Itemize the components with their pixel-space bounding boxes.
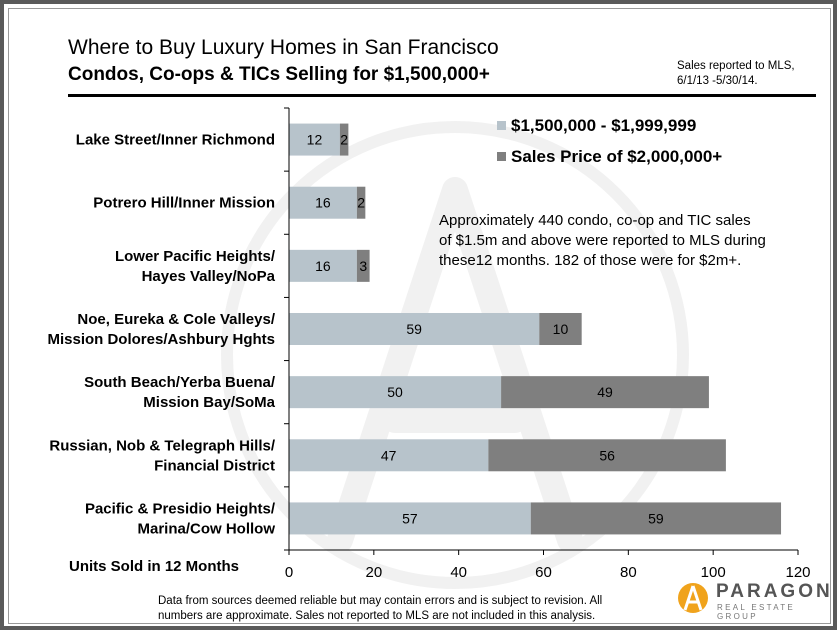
logo-wordmark: PARAGON — [716, 581, 833, 602]
x-tick-label: 100 — [701, 564, 726, 581]
x-axis-layer: 0 20 40 60 80 100 120 — [284, 107, 811, 581]
data-label: 2 — [340, 132, 348, 148]
category-label: Lower Pacific Heights/ — [115, 248, 276, 265]
bar-segment-2 — [501, 376, 709, 409]
category-label: Mission Dolores/Ashbury Hghts — [47, 331, 275, 348]
data-label: 59 — [406, 321, 422, 337]
legend-label-1: $1,500,000 - $1,999,999 — [511, 116, 696, 135]
annotation-line-1: Approximately 440 condo, co-op and TIC s… — [439, 212, 751, 229]
x-tick-label: 80 — [620, 564, 637, 581]
data-label: 49 — [597, 384, 613, 400]
x-tick-label: 20 — [365, 564, 382, 581]
data-label: 3 — [359, 258, 367, 274]
x-tick-label: 40 — [450, 564, 467, 581]
data-label: 16 — [315, 258, 331, 274]
data-label: 2 — [357, 195, 365, 211]
data-label: 12 — [307, 132, 323, 148]
data-label: 16 — [315, 195, 331, 211]
summary-annotation: Approximately 440 condo, co-op and TIC s… — [439, 212, 766, 269]
disclaimer-footer: Data from sources deemed reliable but ma… — [158, 594, 658, 624]
category-label: Hayes Valley/NoPa — [142, 268, 276, 285]
bars-layer: 12 2 16 2 16 3 59 10 50 49 47 56 57 59 — [289, 123, 782, 535]
category-label: Lake Street/Inner Richmond — [76, 132, 275, 149]
data-label: 47 — [381, 447, 397, 463]
logo-tagline: REAL ESTATE GROUP — [717, 603, 796, 621]
bar-segment-2 — [539, 313, 582, 345]
legend-layer: $1,500,000 - $1,999,999 Sales Price of $2… — [497, 116, 722, 166]
data-label: 59 — [648, 510, 664, 526]
x-tick-label: 120 — [785, 564, 810, 581]
bar-segment-1 — [289, 439, 489, 472]
date-note-line-1: Sales reported to MLS, — [677, 60, 795, 72]
bar-segment-2 — [339, 123, 349, 156]
bar-segment-2 — [356, 186, 366, 219]
category-label: Noe, Eureka & Cole Valleys/ — [77, 311, 275, 328]
bar-segment-1 — [289, 123, 340, 156]
category-label: South Beach/Yerba Buena/ — [84, 374, 276, 391]
category-labels-layer: Lake Street/Inner Richmond Potrero Hill/I… — [47, 132, 275, 538]
x-tick-label: 60 — [535, 564, 552, 581]
bar-segment-1 — [289, 376, 502, 409]
bar-segment-2 — [488, 439, 726, 472]
date-note-line-2: 6/1/13 -5/30/14. — [677, 75, 758, 87]
data-label: 56 — [599, 447, 615, 463]
x-axis-label: Units Sold in 12 Months — [69, 558, 239, 575]
category-label: Russian, Nob & Telegraph Hills/ — [49, 437, 275, 454]
category-label: Potrero Hill/Inner Mission — [93, 195, 275, 212]
date-range-note: Sales reported to MLS, 6/1/13 -5/30/14. — [677, 59, 827, 89]
legend-label-2: Sales Price of $2,000,000+ — [511, 147, 722, 166]
bar-segment-2 — [530, 502, 782, 535]
bar-segment-1 — [289, 186, 357, 219]
chart-title: Where to Buy Luxury Homes in San Francis… — [68, 36, 499, 59]
x-tick-label: 0 — [285, 564, 293, 581]
category-label: Marina/Cow Hollow — [137, 520, 275, 537]
data-label: 57 — [402, 510, 418, 526]
data-label: 50 — [387, 384, 403, 400]
legend-swatch-2 — [497, 152, 506, 161]
bar-segment-1 — [289, 502, 531, 535]
watermark-logo — [221, 121, 689, 589]
annotation-line-3: these12 months. 182 of those were for $2… — [439, 252, 741, 269]
bar-segment-1 — [289, 249, 357, 282]
data-label: 10 — [553, 321, 569, 337]
bar-segment-2 — [356, 249, 370, 282]
disclaimer-line-2: numbers are approximate. Sales not repor… — [158, 610, 596, 622]
paragon-logo: PARAGON REAL ESTATE GROUP — [676, 579, 830, 621]
category-label: Pacific & Presidio Heights/ — [85, 500, 276, 517]
chart-subtitle: Condos, Co-ops & TICs Selling for $1,500… — [68, 64, 490, 85]
disclaimer-line-1: Data from sources deemed reliable but ma… — [158, 595, 603, 607]
category-label: Mission Bay/SoMa — [143, 394, 275, 411]
annotation-line-2: of $1.5m and above were reported to MLS … — [439, 232, 766, 249]
category-label: Financial District — [154, 457, 275, 474]
title-underline — [68, 94, 816, 97]
paragon-icon — [678, 583, 708, 613]
bar-segment-1 — [289, 313, 540, 345]
legend-swatch-1 — [497, 121, 506, 130]
chart-inner-border — [8, 8, 831, 624]
